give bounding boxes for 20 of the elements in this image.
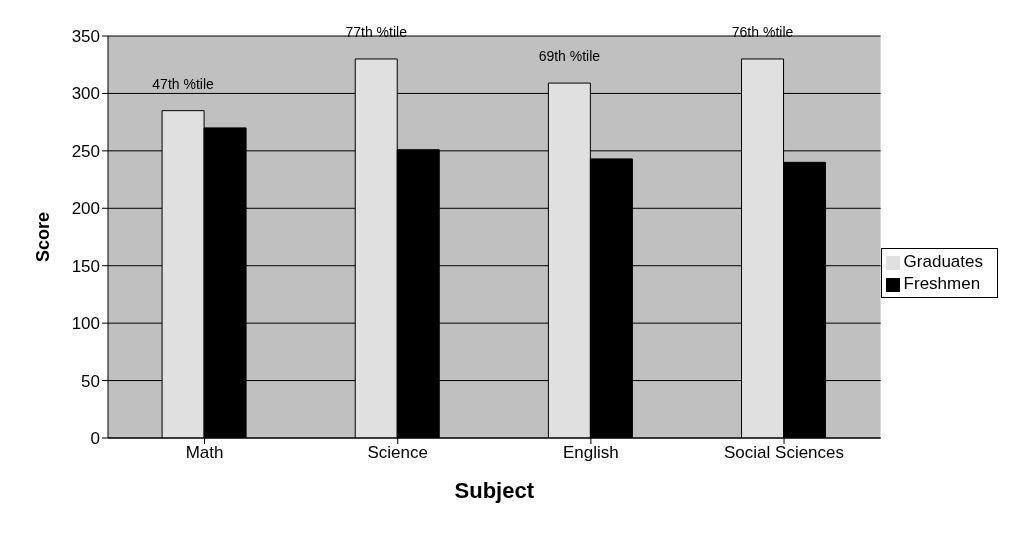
y-tick-label: 200 xyxy=(71,199,100,219)
legend-label: Freshmen xyxy=(903,274,981,293)
x-tick-label: English xyxy=(563,443,619,463)
annotation: 47th %tile xyxy=(152,75,215,92)
legend-label: Graduates xyxy=(903,252,983,271)
y-tick-label: 250 xyxy=(71,141,100,161)
x-tick-label: Math xyxy=(185,443,224,463)
y-tick-label: 50 xyxy=(81,371,100,391)
annotation: 76th %tile xyxy=(731,23,794,40)
x-tick-label: Social Sciences xyxy=(724,443,845,463)
y-tick-label: 0 xyxy=(90,429,100,449)
y-tick-label: 300 xyxy=(71,84,100,104)
x-axis-title: Subject xyxy=(454,478,535,503)
annotation: 77th %tile xyxy=(345,23,408,40)
y-tick-label: 100 xyxy=(71,314,100,334)
y-axis-title: Score xyxy=(33,211,54,263)
y-tick-label: 350 xyxy=(71,27,100,47)
x-tick-label: Science xyxy=(367,443,428,463)
y-tick-label: 150 xyxy=(71,256,100,276)
annotation: 69th %tile xyxy=(538,48,601,65)
